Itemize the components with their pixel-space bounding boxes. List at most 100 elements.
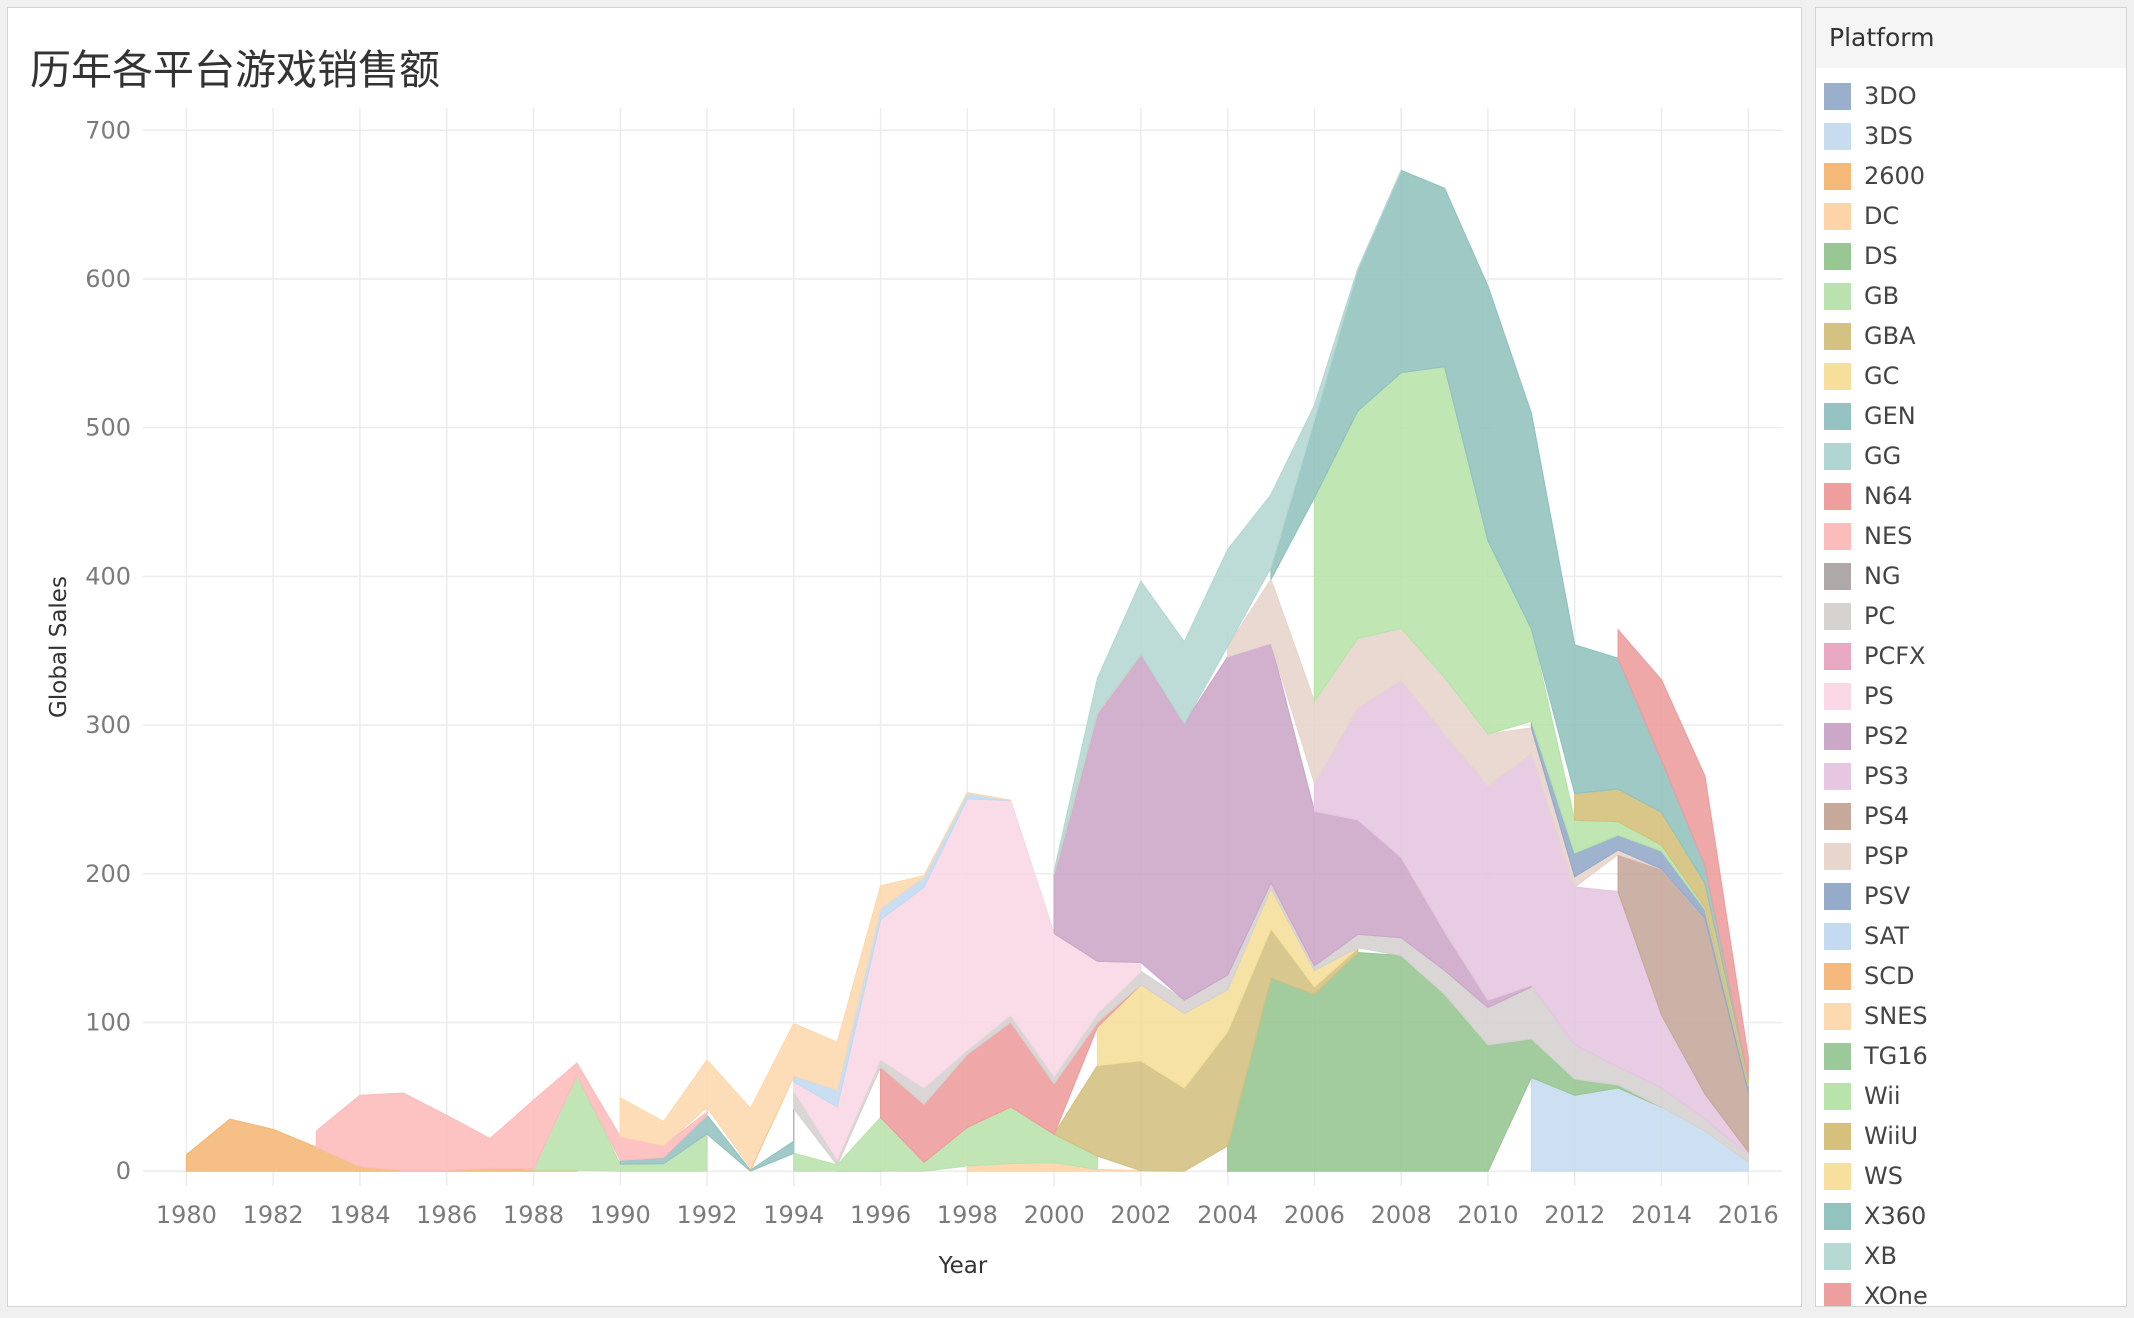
legend-label: PSV (1864, 882, 1911, 910)
legend-panel: Platform 3DO 3DS 2600 DC DS GB GBA GC GEN GG N64 NE… (1815, 7, 2127, 1307)
x-tick-label: 2014 (1631, 1201, 1692, 1229)
legend-item-ps4[interactable]: PS4 (1824, 796, 1909, 836)
x-tick-label: 1984 (329, 1201, 390, 1229)
legend-label: SNES (1864, 1002, 1928, 1030)
legend-item-2600[interactable]: 2600 (1824, 156, 1925, 196)
legend-label: DC (1864, 202, 1900, 230)
chart-title: 历年各平台游戏销售额 (30, 46, 440, 94)
legend-label: SCD (1864, 962, 1915, 990)
x-tick-label: 1996 (850, 1201, 911, 1229)
legend-item-gg[interactable]: GG (1824, 436, 1901, 476)
legend-swatch (1824, 642, 1851, 670)
legend-label: WS (1864, 1162, 1903, 1190)
legend-swatch (1824, 1282, 1851, 1306)
legend-swatch (1824, 362, 1851, 390)
area-nes[interactable] (315, 1062, 708, 1171)
legend-swatch (1824, 762, 1851, 790)
legend-item-3ds[interactable]: 3DS (1824, 116, 1913, 156)
legend-swatch (1824, 402, 1851, 430)
legend-item-dc[interactable]: DC (1824, 196, 1899, 236)
legend-swatch (1824, 1002, 1851, 1030)
legend-label: GC (1864, 362, 1900, 390)
legend-item-ps2[interactable]: PS2 (1824, 716, 1909, 756)
area-xb[interactable] (1053, 169, 1402, 874)
legend-label: PCFX (1864, 642, 1926, 670)
x-tick-label: 1986 (416, 1201, 477, 1229)
legend-title: Platform (1816, 8, 2126, 68)
legend-swatch (1824, 1202, 1851, 1230)
legend-label: NG (1864, 562, 1901, 590)
axis-layer: 0 100 200 300 400 500 600 700 1980 1982 1984 1986 19… (46, 116, 1779, 1279)
legend-swatch (1824, 482, 1851, 510)
x-tick-label: 1980 (156, 1201, 217, 1229)
y-tick-label: 600 (85, 265, 131, 293)
legend-item-xb[interactable]: XB (1824, 1236, 1897, 1276)
y-tick-label: 700 (85, 116, 131, 144)
area-gb[interactable] (532, 1073, 708, 1172)
legend-item-wiiu[interactable]: WiiU (1824, 1116, 1918, 1156)
legend-item-xone[interactable]: XOne (1824, 1276, 1928, 1307)
y-tick-label: 200 (85, 860, 131, 888)
legend-item-sat[interactable]: SAT (1824, 916, 1909, 956)
legend-swatch (1824, 802, 1851, 830)
legend-swatch (1824, 442, 1851, 470)
legend-label: PS (1864, 682, 1894, 710)
legend-item-x360[interactable]: X360 (1824, 1196, 1926, 1236)
y-axis-title: Global Sales (46, 576, 72, 718)
legend-label: PS4 (1864, 802, 1909, 830)
legend-swatch (1824, 322, 1851, 350)
legend-swatch (1824, 162, 1851, 190)
x-tick-label: 1988 (503, 1201, 564, 1229)
x-axis-title: Year (938, 1253, 988, 1279)
legend-item-gb[interactable]: GB (1824, 276, 1899, 316)
legend-swatch (1824, 122, 1851, 150)
x-tick-label: 2004 (1197, 1201, 1258, 1229)
x-tick-label: 2002 (1110, 1201, 1171, 1229)
legend-item-ws[interactable]: WS (1824, 1156, 1903, 1196)
x-tick-label: 1994 (763, 1201, 824, 1229)
legend-item-psv[interactable]: PSV (1824, 876, 1910, 916)
legend-item-nes[interactable]: NES (1824, 516, 1912, 556)
legend-swatch (1824, 522, 1851, 550)
legend-label: GBA (1864, 322, 1916, 350)
legend-item-ps3[interactable]: PS3 (1824, 756, 1909, 796)
area-snes[interactable] (619, 792, 1012, 1170)
area-x360[interactable] (1270, 169, 1749, 1079)
legend-item-ds[interactable]: DS (1824, 236, 1898, 276)
legend-swatch (1824, 1042, 1851, 1070)
legend-label: N64 (1864, 482, 1913, 510)
legend-item-pc[interactable]: PC (1824, 596, 1895, 636)
legend-label: PS3 (1864, 762, 1909, 790)
legend-label: NES (1864, 522, 1913, 550)
legend-swatch (1824, 1242, 1851, 1270)
legend-item-3do[interactable]: 3DO (1824, 76, 1917, 116)
legend-item-n64[interactable]: N64 (1824, 476, 1913, 516)
legend-item-gba[interactable]: GBA (1824, 316, 1915, 356)
chart-plot: 0 100 200 300 400 500 600 700 1980 1982 1984 1986 19… (46, 108, 1783, 1279)
legend-item-ps[interactable]: PS (1824, 676, 1894, 716)
legend-swatch (1824, 562, 1851, 590)
legend-item-wii[interactable]: Wii (1824, 1076, 1901, 1116)
legend-item-gen[interactable]: GEN (1824, 396, 1916, 436)
x-tick-label: 2006 (1284, 1201, 1345, 1229)
legend-item-gc[interactable]: GC (1824, 356, 1899, 396)
y-tick-label: 0 (116, 1157, 131, 1185)
legend-swatch (1824, 602, 1851, 630)
legend-item-scd[interactable]: SCD (1824, 956, 1914, 996)
legend-item-snes[interactable]: SNES (1824, 996, 1928, 1036)
legend-item-tg16[interactable]: TG16 (1824, 1036, 1928, 1076)
legend-swatch (1824, 202, 1851, 230)
area-xone[interactable] (1617, 628, 1749, 1078)
legend-label: 3DO (1864, 82, 1917, 110)
legend-item-pcfx[interactable]: PCFX (1824, 636, 1925, 676)
legend-label: XB (1864, 1242, 1897, 1270)
legend-item-psp[interactable]: PSP (1824, 836, 1908, 876)
legend-swatch (1824, 962, 1851, 990)
legend-label: GB (1864, 282, 1900, 310)
legend-label: GEN (1864, 402, 1916, 430)
legend-label: XOne (1864, 1282, 1928, 1307)
legend-swatch (1824, 242, 1851, 270)
legend-swatch (1824, 842, 1851, 870)
legend-swatch (1824, 922, 1851, 950)
legend-item-ng[interactable]: NG (1824, 556, 1901, 596)
